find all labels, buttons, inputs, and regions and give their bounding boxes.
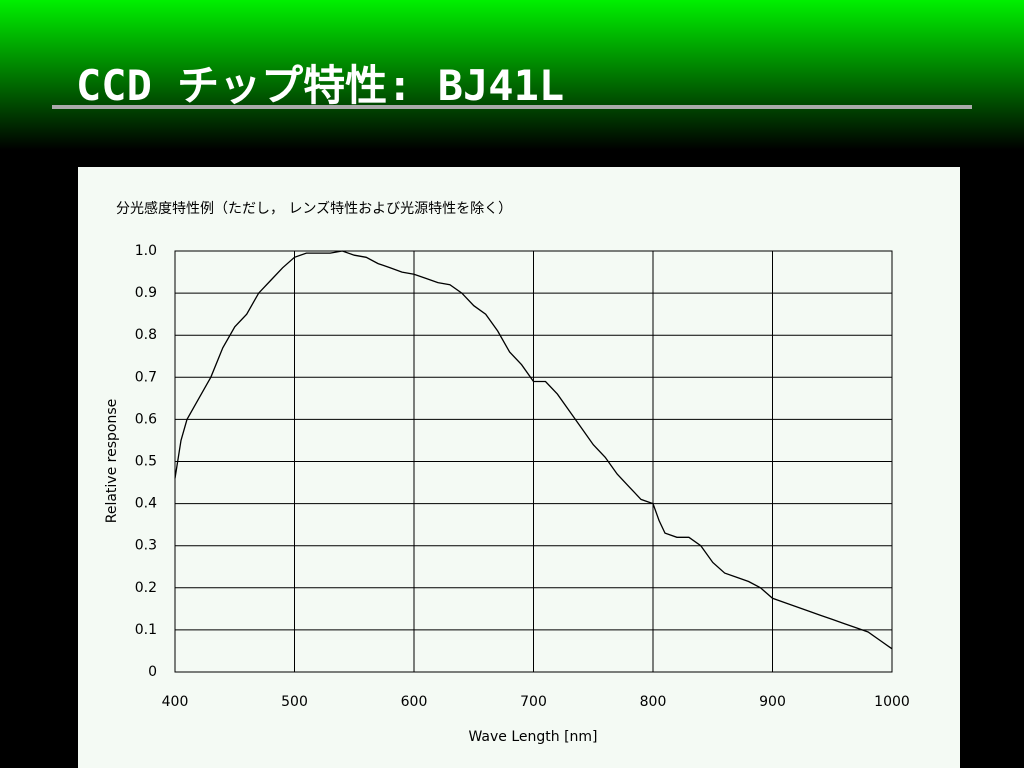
- x-tick-label: 700: [520, 694, 547, 710]
- y-tick-label: 0.8: [135, 327, 157, 343]
- x-tick-label: 400: [162, 694, 189, 710]
- y-tick-label: 0.9: [135, 285, 157, 301]
- y-tick-label: 0.3: [135, 538, 157, 554]
- y-tick-label: 0.7: [135, 369, 157, 385]
- y-axis-label: Relative response: [104, 399, 120, 524]
- y-tick-label: 0.1: [135, 622, 157, 638]
- chart-title: 分光感度特性例（ただし， レンズ特性および光源特性を除く）: [116, 200, 512, 217]
- chart-panel: [78, 167, 960, 768]
- slide-title: CCD チップ特性: BJ41L: [76, 61, 565, 110]
- x-tick-label: 600: [401, 694, 428, 710]
- title-rule: [52, 105, 972, 109]
- y-tick-label: 0.5: [135, 454, 157, 470]
- y-tick-label: 1.0: [135, 243, 157, 259]
- y-tick-label: 0.6: [135, 411, 157, 427]
- y-tick-label: 0.2: [135, 580, 157, 596]
- x-tick-label: 900: [759, 694, 786, 710]
- x-tick-label: 500: [281, 694, 308, 710]
- x-tick-label: 1000: [874, 694, 910, 710]
- y-tick-label: 0.4: [135, 496, 157, 512]
- x-tick-label: 800: [640, 694, 667, 710]
- x-axis-label: Wave Length [nm]: [468, 729, 597, 745]
- chart: 分光感度特性例（ただし， レンズ特性および光源特性を除く） Wave Lengt…: [78, 167, 960, 768]
- line-series: [174, 250, 893, 650]
- y-tick-label: 0: [148, 664, 157, 680]
